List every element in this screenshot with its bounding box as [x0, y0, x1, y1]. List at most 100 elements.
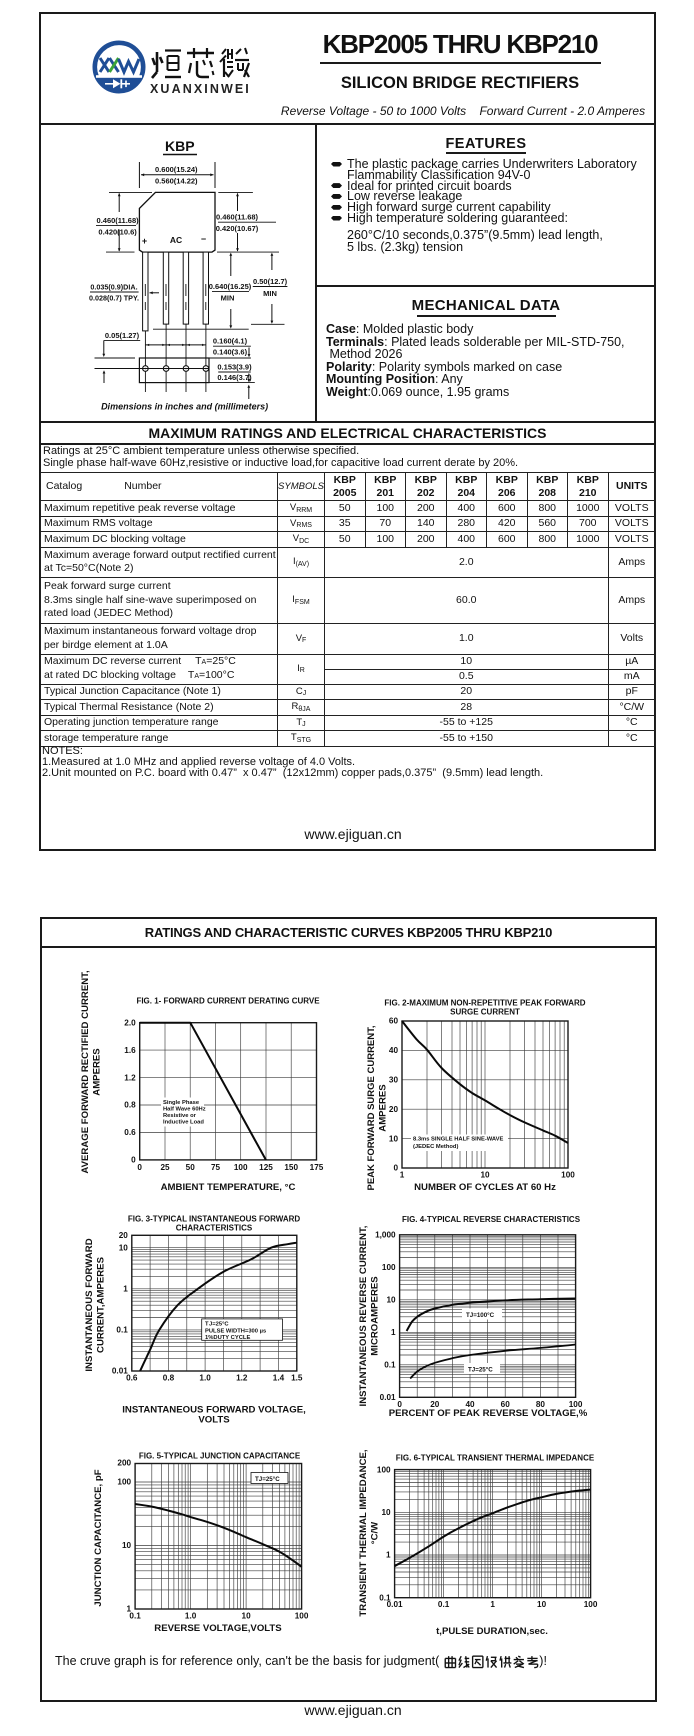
- svg-text:Inductive Load: Inductive Load: [163, 1120, 204, 1126]
- svg-text:NUMBER OF CYCLES AT 60 Hz: NUMBER OF CYCLES AT 60 Hz: [414, 1182, 556, 1193]
- svg-text:FIG. 3-TYPICAL INSTANTANEOUS F: FIG. 3-TYPICAL INSTANTANEOUS FORWARD: [128, 1215, 301, 1224]
- svg-text:0.50(12.7): 0.50(12.7): [253, 277, 288, 286]
- svg-text:0: 0: [397, 1400, 402, 1409]
- svg-text:0.01: 0.01: [112, 1367, 128, 1376]
- svg-text:175: 175: [310, 1163, 324, 1172]
- svg-text:Resistive or: Resistive or: [163, 1113, 197, 1119]
- svg-text:1.4: 1.4: [273, 1374, 285, 1383]
- svg-text:0.1: 0.1: [384, 1361, 396, 1370]
- svg-text:100: 100: [377, 1465, 391, 1474]
- svg-text:0.1: 0.1: [116, 1326, 128, 1335]
- svg-text:REVERSE VOLTAGE,VOLTS: REVERSE VOLTAGE,VOLTS: [154, 1623, 282, 1634]
- svg-text:0.146(3.7): 0.146(3.7): [217, 373, 252, 382]
- svg-text:1.0: 1.0: [199, 1374, 211, 1383]
- svg-text:0.6: 0.6: [126, 1374, 138, 1383]
- svg-text:0.460(11.68): 0.460(11.68): [97, 216, 140, 225]
- svg-text:0.160(4.1): 0.160(4.1): [213, 337, 248, 346]
- svg-text:0.140(3.6): 0.140(3.6): [213, 348, 248, 357]
- svg-text:0.01: 0.01: [380, 1393, 396, 1402]
- svg-text:+: +: [142, 236, 147, 246]
- svg-text:Single Phase: Single Phase: [163, 1100, 200, 1106]
- svg-text:(JEDEC Method): (JEDEC Method): [413, 1144, 458, 1150]
- svg-text:60: 60: [389, 1017, 399, 1026]
- svg-text:TJ=100°C: TJ=100°C: [466, 1312, 495, 1319]
- svg-text:1,000: 1,000: [375, 1231, 396, 1240]
- svg-text:1: 1: [490, 1600, 495, 1609]
- svg-text:40: 40: [465, 1400, 475, 1409]
- svg-text:0.600(15.24): 0.600(15.24): [155, 165, 198, 174]
- svg-text:0.460(11.68): 0.460(11.68): [216, 213, 259, 222]
- svg-text:10: 10: [537, 1600, 547, 1609]
- svg-text:AC: AC: [170, 235, 182, 245]
- svg-text:KBP: KBP: [165, 138, 195, 154]
- svg-text:1.2: 1.2: [236, 1374, 248, 1383]
- svg-text:PULSE WIDTH=300 µs: PULSE WIDTH=300 µs: [205, 1329, 266, 1335]
- svg-text:100: 100: [234, 1163, 248, 1172]
- svg-text:40: 40: [389, 1046, 399, 1055]
- svg-text:0.1: 0.1: [129, 1612, 141, 1621]
- svg-text:10: 10: [389, 1134, 399, 1143]
- svg-text:10: 10: [242, 1612, 252, 1621]
- svg-text:1.2: 1.2: [124, 1073, 136, 1082]
- svg-text:FIG. 2-MAXIMUM NON-REPETITIVE: FIG. 2-MAXIMUM NON-REPETITIVE PEAK FORWA…: [384, 999, 585, 1008]
- svg-text:AMPERES: AMPERES: [92, 1048, 103, 1096]
- svg-text:Half Wave 60Hz: Half Wave 60Hz: [163, 1107, 206, 1113]
- svg-text:0: 0: [131, 1156, 136, 1165]
- svg-text:INSTANTANEOUS FORWARD: INSTANTANEOUS FORWARD: [84, 1238, 95, 1371]
- svg-text:75: 75: [211, 1163, 221, 1172]
- svg-text:0.420(10.67): 0.420(10.67): [216, 224, 259, 233]
- svg-text:AVERAGE FORWARD RECTIFIED CURR: AVERAGE FORWARD RECTIFIED CURRENT,: [80, 970, 91, 1174]
- svg-text:SURGE CURRENT: SURGE CURRENT: [450, 1008, 520, 1017]
- svg-text:100: 100: [584, 1600, 598, 1609]
- svg-text:TJ=25°C: TJ=25°C: [468, 1367, 493, 1374]
- svg-text:1: 1: [400, 1171, 405, 1180]
- svg-text:INSTANTANEOUS REVERSE CURRENT,: INSTANTANEOUS REVERSE CURRENT,: [358, 1225, 369, 1406]
- svg-text:1: 1: [123, 1285, 128, 1294]
- svg-text:30: 30: [389, 1076, 399, 1085]
- svg-text:FIG. 1- FORWARD CURRENT DERATI: FIG. 1- FORWARD CURRENT DERATING CURVE: [136, 997, 320, 1006]
- svg-text:0.420(10.6): 0.420(10.6): [98, 227, 137, 236]
- svg-text:CHARACTERISTICS: CHARACTERISTICS: [176, 1224, 253, 1233]
- svg-text:0.028(0.7) TPY.: 0.028(0.7) TPY.: [89, 294, 139, 303]
- svg-text:AMBIENT TEMPERATURE, °C: AMBIENT TEMPERATURE, °C: [161, 1182, 296, 1193]
- svg-text:20: 20: [430, 1400, 440, 1409]
- svg-text:0: 0: [393, 1164, 398, 1173]
- svg-text:8.3ms SINGLE HALF SINE-WAVE: 8.3ms SINGLE HALF SINE-WAVE: [413, 1137, 504, 1143]
- svg-text:0.035(0.9)DIA.: 0.035(0.9)DIA.: [90, 283, 137, 292]
- svg-text:10: 10: [381, 1508, 391, 1517]
- svg-text:100: 100: [561, 1171, 575, 1180]
- svg-text:0.1: 0.1: [438, 1600, 450, 1609]
- svg-text:TJ=25°C: TJ=25°C: [255, 1476, 280, 1483]
- svg-text:Dimensions in inches and (mill: Dimensions in inches and (millimeters): [101, 402, 268, 412]
- svg-text:25: 25: [160, 1163, 170, 1172]
- svg-text:AMPERES: AMPERES: [378, 1084, 389, 1132]
- svg-text:0.8: 0.8: [163, 1374, 175, 1383]
- svg-text:100: 100: [569, 1400, 583, 1409]
- svg-text:2.0: 2.0: [124, 1018, 136, 1027]
- svg-text:MIN: MIN: [263, 289, 277, 298]
- svg-text:1.6: 1.6: [124, 1046, 136, 1055]
- svg-text:80: 80: [536, 1400, 546, 1409]
- svg-text:PERCENT OF PEAK REVERSE VOLTAG: PERCENT OF PEAK REVERSE VOLTAGE,%: [389, 1408, 588, 1419]
- svg-text:10: 10: [122, 1541, 132, 1550]
- svg-text:1.0: 1.0: [185, 1612, 197, 1621]
- svg-text:0.05(1.27): 0.05(1.27): [105, 331, 140, 340]
- svg-text:TRANSIENT THERMAL IMPEDANCE,: TRANSIENT THERMAL IMPEDANCE,: [358, 1449, 369, 1617]
- svg-text:1: 1: [127, 1605, 132, 1614]
- svg-text:10: 10: [386, 1296, 396, 1305]
- svg-text:100: 100: [117, 1478, 131, 1487]
- svg-text:0.1: 0.1: [379, 1593, 391, 1602]
- svg-text:20: 20: [119, 1231, 129, 1240]
- svg-text:INSTANTANEOUS FORWARD VOLTAGE,: INSTANTANEOUS FORWARD VOLTAGE,: [122, 1405, 306, 1416]
- svg-text:50: 50: [186, 1163, 196, 1172]
- svg-text:125: 125: [259, 1163, 273, 1172]
- svg-text:°C/W: °C/W: [370, 1521, 381, 1544]
- svg-text:1%DUTY CYCLE: 1%DUTY CYCLE: [205, 1335, 250, 1341]
- svg-text:FIG. 5-TYPICAL JUNCTION CAPACI: FIG. 5-TYPICAL JUNCTION CAPACITANCE: [139, 1452, 301, 1461]
- svg-text:150: 150: [284, 1163, 298, 1172]
- svg-text:10: 10: [119, 1243, 129, 1252]
- svg-text:FIG. 6-TYPICAL TRANSIENT THERM: FIG. 6-TYPICAL TRANSIENT THERMAL IMPEDAN…: [396, 1454, 595, 1463]
- svg-text:0.560(14.22): 0.560(14.22): [155, 177, 198, 186]
- svg-text:0.6: 0.6: [124, 1128, 136, 1137]
- svg-text:VOLTS: VOLTS: [198, 1415, 230, 1426]
